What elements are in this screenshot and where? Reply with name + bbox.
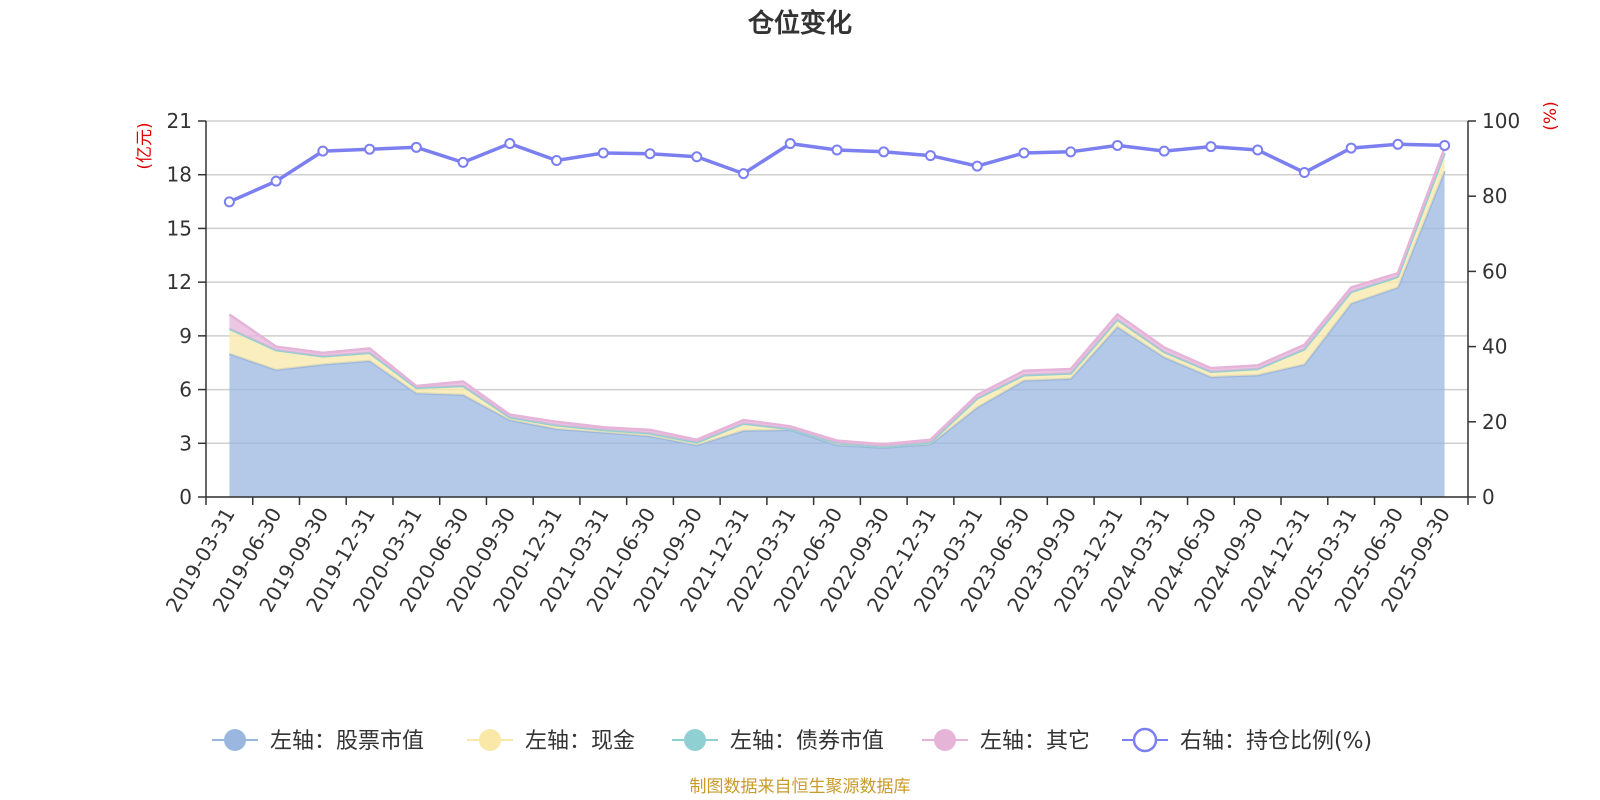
ratio-point bbox=[504, 138, 516, 150]
ratio-point bbox=[1018, 147, 1030, 159]
legend: 左轴：股票市值 左轴：现金 左轴：债券市值 左轴：其它 右轴：持仓比例(%) bbox=[212, 727, 1372, 754]
left-tick-label: 0 bbox=[179, 485, 192, 509]
left-tick-label: 3 bbox=[179, 431, 192, 455]
ratio-point bbox=[738, 168, 750, 180]
ratio-point bbox=[924, 150, 936, 162]
legend-marker bbox=[684, 729, 706, 751]
left-tick-label: 18 bbox=[167, 163, 192, 187]
ratio-point bbox=[457, 156, 469, 168]
right-tick-label: 100 bbox=[1482, 109, 1520, 133]
area-series-group bbox=[228, 147, 1446, 497]
left-tick-label: 15 bbox=[167, 216, 192, 240]
ratio-point bbox=[410, 141, 422, 153]
right-tick-label: 0 bbox=[1482, 485, 1495, 509]
area-edge-3 bbox=[228, 147, 1446, 446]
ratio-line-group bbox=[223, 138, 1451, 208]
legend-marker bbox=[934, 729, 956, 751]
area-0 bbox=[229, 171, 1445, 497]
right-tick-label: 60 bbox=[1482, 259, 1507, 283]
ratio-point bbox=[270, 175, 282, 187]
ratio-point bbox=[971, 160, 983, 172]
ratio-point bbox=[1392, 138, 1404, 150]
ratio-point bbox=[317, 145, 329, 157]
ratio-point bbox=[1298, 167, 1310, 179]
legend-marker bbox=[479, 729, 501, 751]
source-note: 制图数据来自恒生聚源数据库 bbox=[690, 777, 911, 797]
right-tick-label: 20 bbox=[1482, 410, 1507, 434]
ratio-point bbox=[831, 144, 843, 156]
left-tick-label: 6 bbox=[179, 378, 192, 402]
ratio-point bbox=[1205, 141, 1217, 153]
right-tick-label: 40 bbox=[1482, 335, 1507, 359]
legend-label: 右轴：持仓比例(%) bbox=[1180, 729, 1372, 754]
legend-marker bbox=[1132, 727, 1158, 753]
ratio-point bbox=[364, 143, 376, 155]
ratio-point bbox=[784, 138, 796, 150]
legend-marker bbox=[224, 729, 246, 751]
right-tick-label: 80 bbox=[1482, 184, 1507, 208]
ratio-point bbox=[878, 146, 890, 158]
chart-title: 仓位变化 bbox=[747, 8, 852, 39]
legend-label: 左轴：股票市值 bbox=[270, 729, 424, 754]
ratio-point bbox=[691, 151, 703, 163]
left-tick-label: 21 bbox=[167, 109, 192, 133]
legend-label: 左轴：现金 bbox=[525, 729, 635, 754]
ratio-point bbox=[1111, 139, 1123, 151]
ratio-point bbox=[1252, 144, 1264, 156]
ratio-point bbox=[1345, 142, 1357, 154]
left-tick-label: 12 bbox=[167, 270, 192, 294]
ratio-point bbox=[1439, 139, 1451, 151]
ratio-point bbox=[644, 148, 656, 160]
legend-label: 左轴：其它 bbox=[980, 729, 1090, 754]
ratio-point bbox=[597, 147, 609, 159]
ratio-point bbox=[1158, 145, 1170, 157]
left-axis-unit: (亿元) bbox=[135, 122, 155, 169]
right-axis-unit: (%) bbox=[1541, 101, 1561, 130]
ratio-point bbox=[223, 196, 235, 208]
left-tick-label: 9 bbox=[179, 324, 192, 348]
legend-label: 左轴：债券市值 bbox=[730, 729, 884, 754]
ratio-point bbox=[551, 154, 563, 166]
ratio-point bbox=[1065, 146, 1077, 158]
